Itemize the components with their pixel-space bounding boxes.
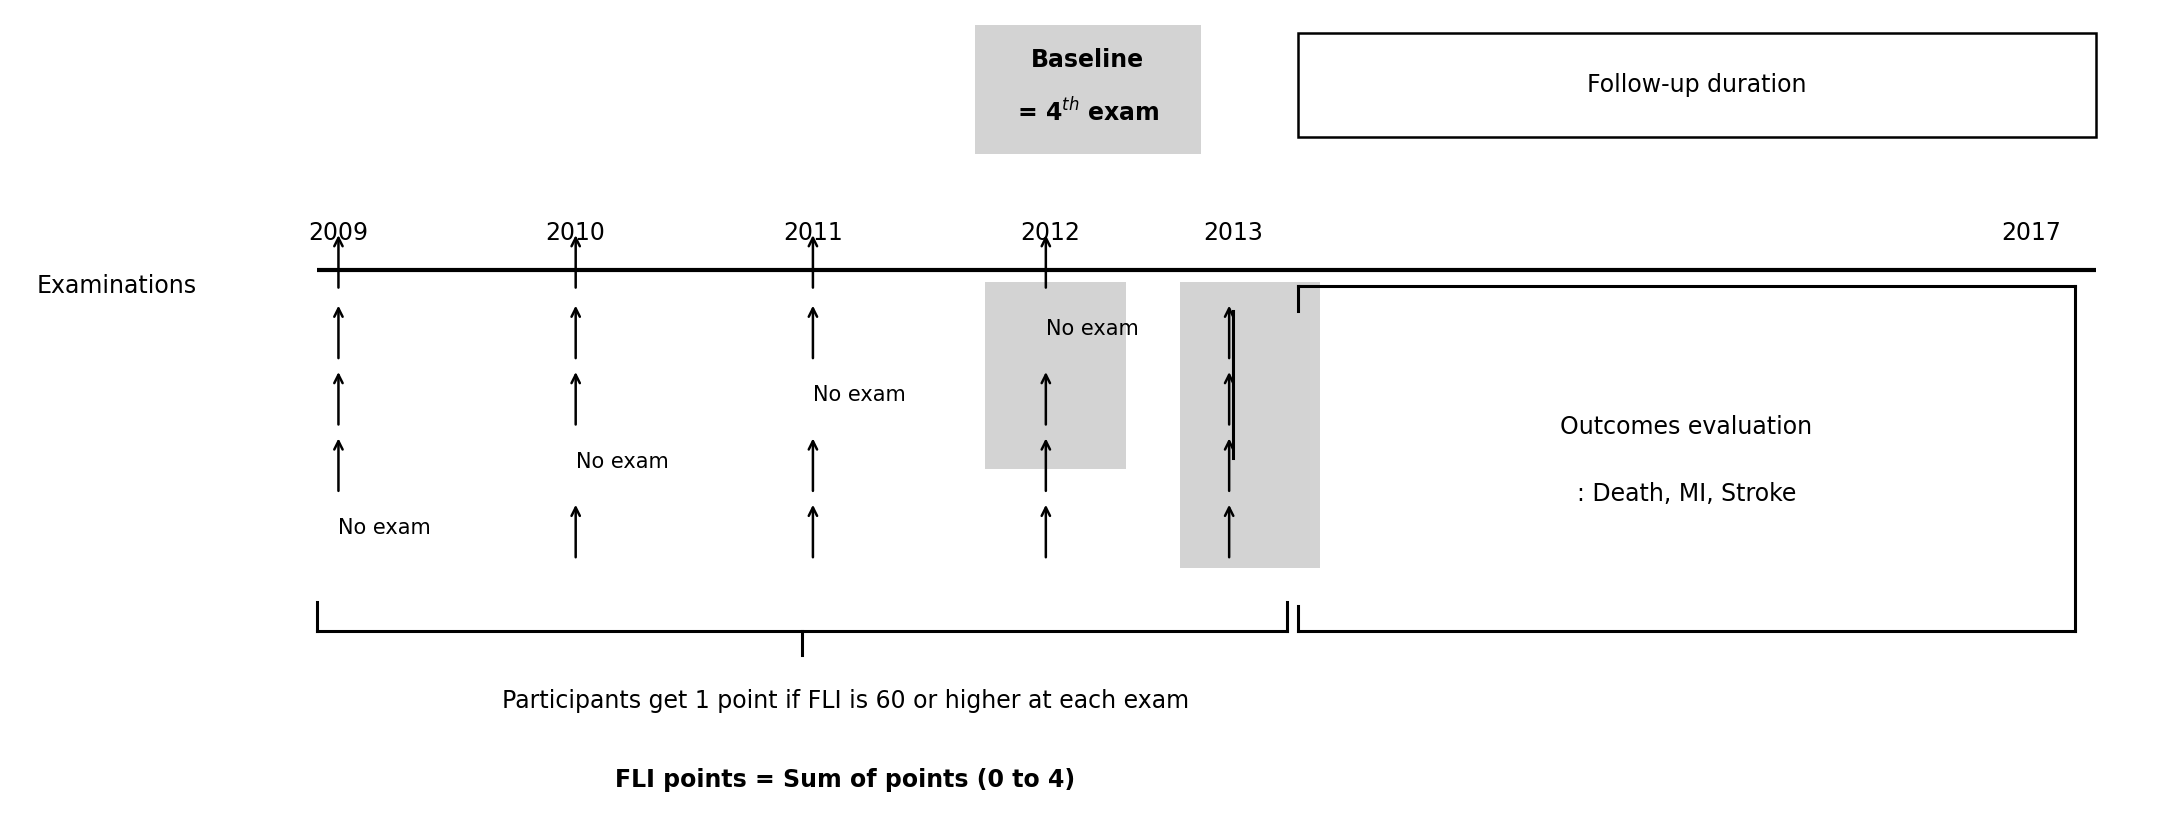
- Text: Examinations: Examinations: [37, 274, 197, 298]
- Text: 2017: 2017: [2000, 220, 2061, 245]
- Bar: [1299, 34, 2096, 137]
- Text: = 4$^{th}$ exam: = 4$^{th}$ exam: [1018, 98, 1158, 127]
- Text: 2009: 2009: [307, 220, 368, 245]
- Text: No exam: No exam: [338, 518, 431, 538]
- Bar: [985, 282, 1126, 468]
- Text: Follow-up duration: Follow-up duration: [1587, 73, 1808, 97]
- Text: No exam: No exam: [812, 385, 905, 406]
- Text: FLI points = Sum of points (0 to 4): FLI points = Sum of points (0 to 4): [615, 768, 1076, 792]
- Text: No exam: No exam: [1046, 319, 1139, 339]
- Bar: [1180, 282, 1321, 568]
- Text: No exam: No exam: [576, 452, 669, 472]
- Text: : Death, MI, Stroke: : Death, MI, Stroke: [1576, 482, 1797, 505]
- Bar: [974, 25, 1202, 153]
- Text: 2010: 2010: [546, 220, 606, 245]
- Text: Participants get 1 point if FLI is 60 or higher at each exam: Participants get 1 point if FLI is 60 or…: [502, 689, 1189, 713]
- Text: 2012: 2012: [1020, 220, 1080, 245]
- Text: 2013: 2013: [1204, 220, 1264, 245]
- Text: 2011: 2011: [784, 220, 842, 245]
- Text: Baseline: Baseline: [1031, 48, 1145, 71]
- Text: Outcomes evaluation: Outcomes evaluation: [1561, 416, 1812, 439]
